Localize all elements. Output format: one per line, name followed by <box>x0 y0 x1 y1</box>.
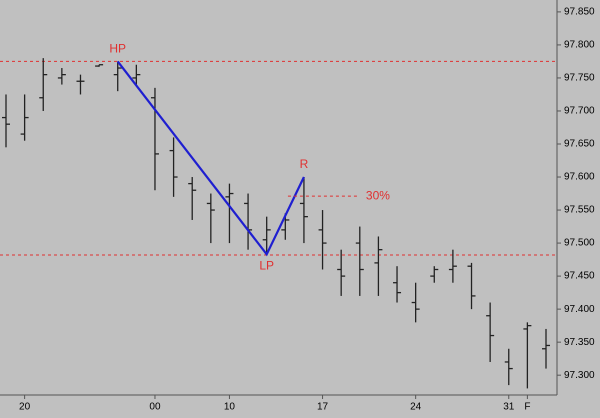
y-tick-label: 97.850 <box>564 7 595 18</box>
y-tick-label: 97.550 <box>564 205 595 216</box>
retracement-label: 30% <box>366 188 390 202</box>
pattern-label: R <box>300 157 309 171</box>
x-tick-label: 20 <box>19 402 31 413</box>
pattern-label: HP <box>109 42 126 56</box>
pattern-line <box>116 60 305 257</box>
pattern-label: LP <box>259 258 274 272</box>
x-tick-label: 10 <box>224 402 236 413</box>
plot-area <box>0 0 557 395</box>
y-tick-label: 97.450 <box>564 271 595 282</box>
x-tick-label: 24 <box>410 402 422 413</box>
y-tick-label: 97.300 <box>564 370 595 381</box>
y-tick-label: 97.750 <box>564 73 595 84</box>
y-tick-label: 97.800 <box>564 40 595 51</box>
y-tick-label: 97.700 <box>564 106 595 117</box>
y-tick-label: 97.350 <box>564 337 595 348</box>
y-tick-label: 97.400 <box>564 304 595 315</box>
x-tick-label: 31 <box>503 402 515 413</box>
y-tick-label: 97.500 <box>564 238 595 249</box>
y-tick-label: 97.600 <box>564 172 595 183</box>
x-tick-label: 17 <box>317 402 329 413</box>
x-tick-label: F <box>524 402 530 413</box>
x-tick-label: 00 <box>149 402 161 413</box>
y-tick-label: 97.650 <box>564 139 595 150</box>
